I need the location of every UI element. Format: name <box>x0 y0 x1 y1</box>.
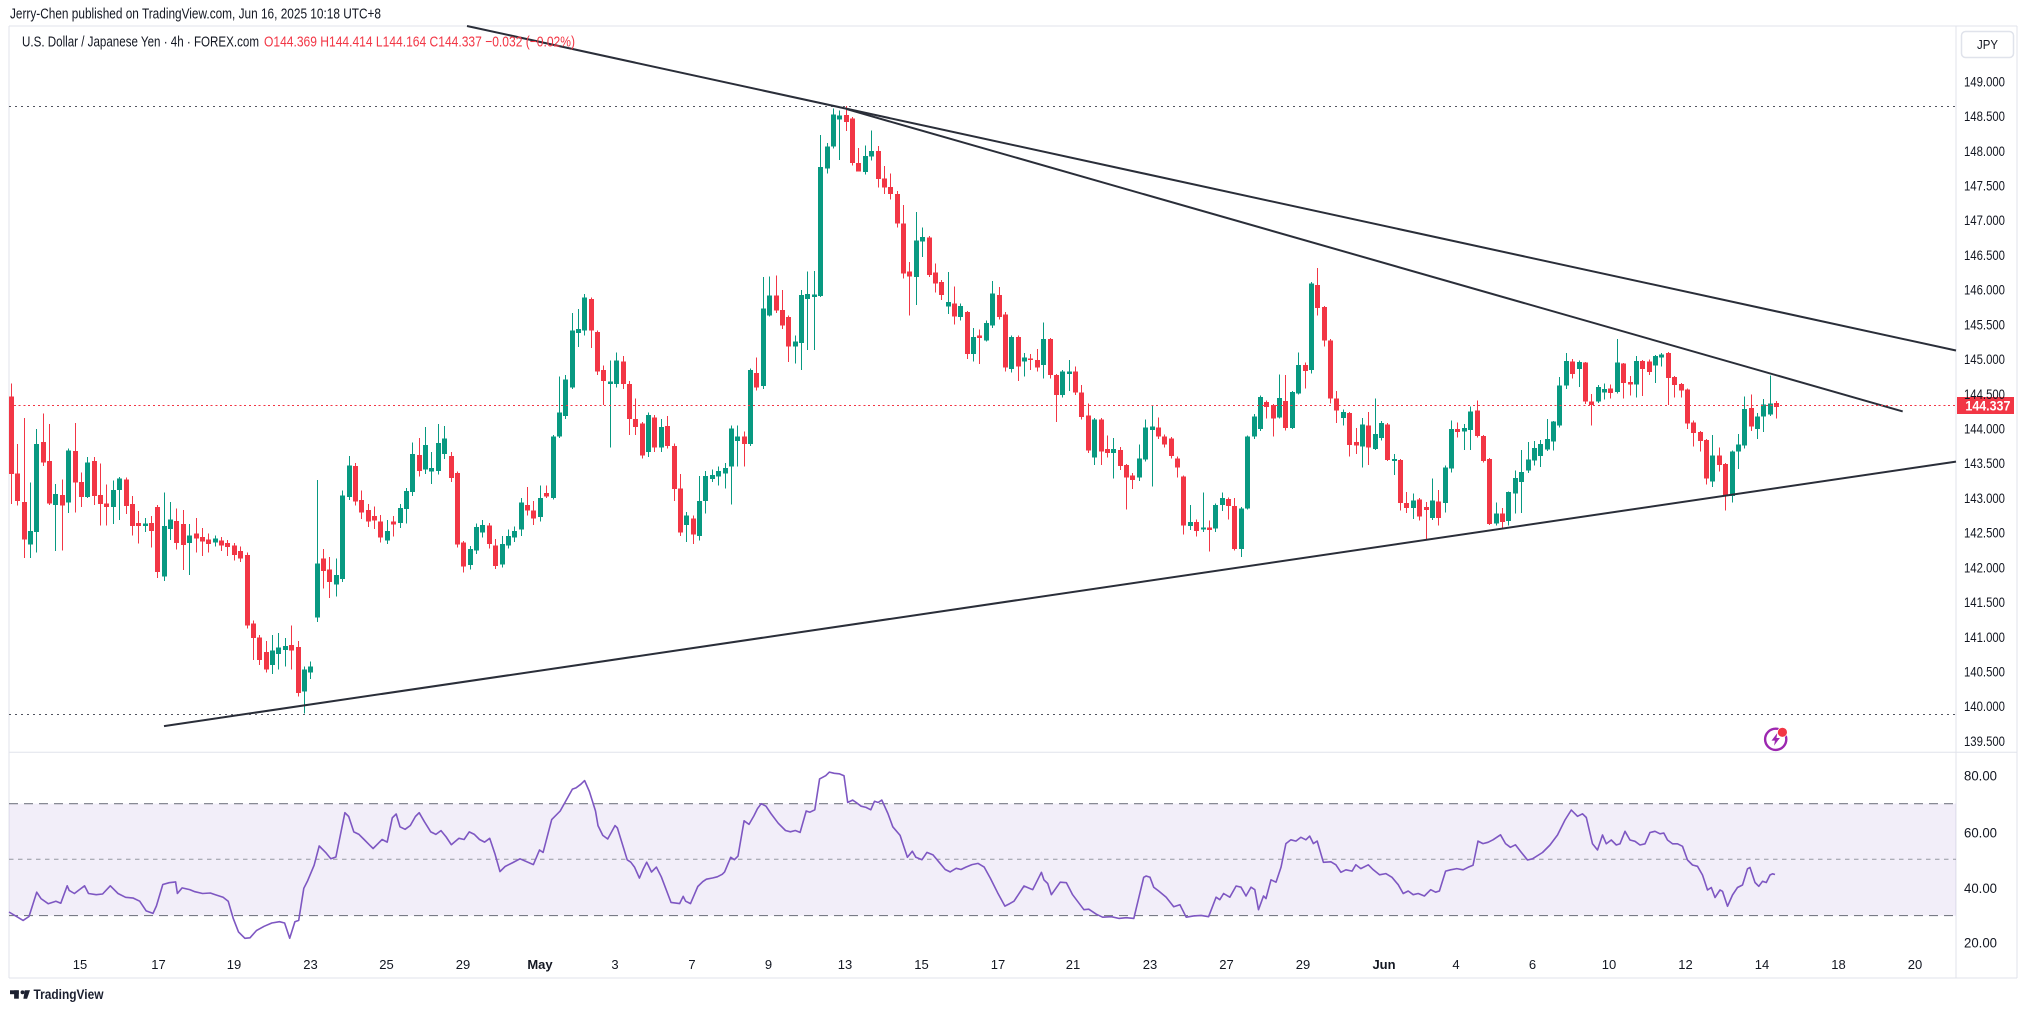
svg-text:14: 14 <box>1755 957 1769 972</box>
svg-text:148.000: 148.000 <box>1964 144 2005 159</box>
svg-text:U.S. Dollar / Japanese Yen · 4: U.S. Dollar / Japanese Yen · 4h · FOREX.… <box>22 34 259 51</box>
svg-text:17: 17 <box>151 957 165 972</box>
svg-text:15: 15 <box>914 957 928 972</box>
svg-text:80.00: 80.00 <box>1964 769 1997 784</box>
svg-text:145.000: 145.000 <box>1964 352 2005 367</box>
svg-text:27: 27 <box>1219 957 1233 972</box>
svg-text:141.000: 141.000 <box>1964 630 2005 645</box>
svg-text:144.000: 144.000 <box>1964 422 2005 437</box>
svg-text:TradingView: TradingView <box>34 987 104 1002</box>
svg-text:13: 13 <box>838 957 852 972</box>
svg-text:18: 18 <box>1831 957 1845 972</box>
svg-text:149.000: 149.000 <box>1964 74 2005 89</box>
svg-text:144.337: 144.337 <box>1965 398 2010 413</box>
svg-text:146.000: 146.000 <box>1964 283 2005 298</box>
svg-text:May: May <box>527 957 553 972</box>
svg-text:12: 12 <box>1678 957 1692 972</box>
svg-text:139.500: 139.500 <box>1964 734 2005 749</box>
svg-text:3: 3 <box>611 957 618 972</box>
svg-text:O144.369 H144.414 L144.164: O144.369 H144.414 L144.164 C144.337 −0.0… <box>264 34 575 51</box>
svg-text:23: 23 <box>303 957 317 972</box>
svg-text:140.000: 140.000 <box>1964 699 2005 714</box>
svg-text:6: 6 <box>1529 957 1536 972</box>
svg-text:20: 20 <box>1908 957 1922 972</box>
svg-text:146.500: 146.500 <box>1964 248 2005 263</box>
svg-text:7: 7 <box>688 957 695 972</box>
svg-text:25: 25 <box>379 957 393 972</box>
svg-text:143.500: 143.500 <box>1964 456 2005 471</box>
svg-text:21: 21 <box>1066 957 1080 972</box>
svg-text:JPY: JPY <box>1977 37 1998 52</box>
svg-text:144.500: 144.500 <box>1964 387 2005 402</box>
svg-text:10: 10 <box>1602 957 1616 972</box>
svg-text:60.00: 60.00 <box>1964 825 1997 840</box>
svg-text:15: 15 <box>73 957 87 972</box>
svg-text:141.500: 141.500 <box>1964 595 2005 610</box>
svg-text:145.500: 145.500 <box>1964 317 2005 332</box>
svg-text:143.000: 143.000 <box>1964 491 2005 506</box>
svg-text:148.500: 148.500 <box>1964 109 2005 124</box>
svg-text:147.500: 147.500 <box>1964 179 2005 194</box>
svg-text:142.000: 142.000 <box>1964 560 2005 575</box>
svg-text:Jerry-Chen published on Tradin: Jerry-Chen published on TradingView.com,… <box>10 6 381 23</box>
svg-text:20.00: 20.00 <box>1964 936 1997 951</box>
svg-text:40.00: 40.00 <box>1964 881 1997 896</box>
svg-text:9: 9 <box>765 957 772 972</box>
svg-text:140.500: 140.500 <box>1964 665 2005 680</box>
svg-text:4: 4 <box>1452 957 1459 972</box>
svg-text:Jun: Jun <box>1372 957 1395 972</box>
svg-text:142.500: 142.500 <box>1964 526 2005 541</box>
svg-text:147.000: 147.000 <box>1964 213 2005 228</box>
svg-text:29: 29 <box>456 957 470 972</box>
svg-text:23: 23 <box>1143 957 1157 972</box>
svg-text:29: 29 <box>1296 957 1310 972</box>
svg-text:19: 19 <box>227 957 241 972</box>
svg-text:17: 17 <box>991 957 1005 972</box>
